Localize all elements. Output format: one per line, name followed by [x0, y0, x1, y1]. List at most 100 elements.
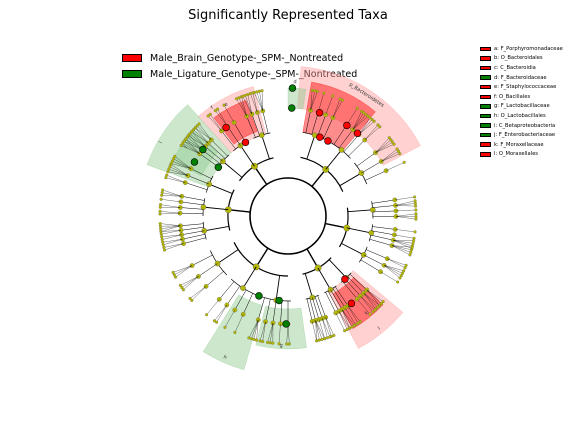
node-leaf [164, 176, 168, 180]
node-leaf [247, 336, 251, 340]
taxa-legend-label: g: F_Lactobacillaceae [494, 103, 550, 110]
branch-leaf [325, 95, 333, 115]
branch-leaf [259, 321, 266, 341]
node-leaf [370, 117, 374, 122]
taxa-legend-swatch [480, 84, 491, 90]
node-leaf [268, 341, 272, 345]
node-biomarker-red [316, 133, 324, 141]
node-leaf [159, 230, 163, 234]
branch-leaf [364, 126, 380, 141]
branch-leaf [385, 162, 405, 171]
node-leaf [179, 144, 183, 148]
branch-leaf [191, 286, 207, 301]
taxa-legend-swatch [480, 56, 491, 61]
branch-order [257, 112, 265, 135]
node-leaf [331, 94, 335, 98]
node-leaf [163, 248, 167, 252]
branch-order [265, 299, 271, 322]
node-leaf [173, 154, 177, 158]
node-biomarker-red [341, 275, 349, 283]
branch-leaf [215, 110, 228, 127]
node-leaf [328, 335, 332, 339]
branch-leaf [332, 100, 343, 118]
branch-leaf [161, 234, 182, 238]
node-leaf [205, 313, 209, 317]
branch-leaf [259, 91, 263, 112]
branch-order [317, 295, 326, 318]
node-leaf [172, 273, 176, 277]
node-leaf [188, 296, 192, 300]
taxa-legend-entry: b: O_Bacteroidales [480, 54, 563, 64]
node-leaf [248, 92, 252, 96]
node-leaf [396, 149, 401, 153]
branch-leaf [344, 307, 356, 325]
branch-order [372, 226, 396, 230]
node-leaf [206, 114, 210, 118]
branch-order [333, 125, 347, 145]
node-leaf [165, 173, 169, 177]
node-leaf [188, 132, 192, 136]
branch-leaf [358, 117, 371, 135]
branch-phylum [325, 222, 347, 229]
node-leaf [399, 274, 403, 278]
branch-leaf [315, 320, 323, 340]
branch-leaf [393, 240, 414, 241]
node-leaf [378, 125, 382, 129]
node-leaf [158, 205, 162, 209]
taxa-legend-swatch [480, 75, 491, 80]
node-order [378, 159, 384, 164]
node-biomarker-red [315, 109, 324, 117]
taxa-legend-swatch [480, 104, 491, 109]
node-leaf [184, 137, 188, 141]
node-leaf [412, 239, 416, 243]
legend-label-brain: Male_Brain_Genotype-_SPM-_Nontreated [150, 52, 344, 64]
branch-leaf [161, 199, 181, 203]
branch-leaf [358, 121, 375, 135]
branch-order [182, 234, 206, 240]
node-leaf [181, 141, 185, 145]
branch-order [233, 122, 246, 143]
node-leaf [315, 339, 319, 343]
branch-order [180, 226, 204, 231]
branch-order [343, 134, 360, 153]
clade-shade-h [202, 294, 263, 371]
taxa-legend-entry: k: F_Moraxellaceae [480, 140, 563, 150]
branch-order [327, 290, 340, 312]
node-leaf [171, 270, 175, 274]
node-leaf [408, 253, 412, 257]
branch-class [306, 135, 316, 160]
branch-leaf [241, 96, 247, 117]
node-leaf [313, 89, 317, 93]
group-legend: Male_Brain_Genotype-_SPM-_Nontreated Mal… [122, 50, 357, 82]
taxa-legend-swatch [480, 152, 491, 157]
branch-order [361, 161, 382, 174]
branch-order [198, 263, 218, 277]
legend-label-ligature: Male_Ligature_Genotype-_SPM-_Nontreated [150, 68, 358, 80]
node-leaf [350, 325, 354, 329]
taxa-legend-entry: a: F_Porphyromonadaceae [480, 44, 563, 54]
branch-leaf [341, 309, 355, 326]
node-leaf [402, 269, 406, 273]
root-ring [249, 177, 327, 255]
branch-leaf [195, 127, 212, 141]
branch-order [309, 298, 316, 321]
node-biomarker-red [324, 137, 332, 145]
branch-leaf [171, 163, 191, 169]
branch-leaf [394, 234, 415, 239]
branch-leaf [261, 90, 263, 111]
node-leaf [362, 111, 366, 115]
branch-class [242, 266, 257, 289]
node-leaf [396, 280, 400, 284]
branch-leaf [322, 318, 328, 338]
node-leaf [213, 109, 217, 113]
node-biomarker-red [241, 138, 250, 147]
branch-leaf [160, 213, 181, 215]
node-leaf [160, 193, 164, 197]
branch-order [180, 223, 204, 227]
clade-label: k [364, 310, 370, 317]
taxa-legend-swatch [480, 113, 491, 119]
branch-leaf [164, 243, 184, 251]
taxa-legend-swatch [480, 65, 491, 71]
node-leaf [161, 240, 165, 244]
taxa-legend: a: F_Porphyromonadaceae b: O_Bacteroidale… [480, 44, 563, 159]
